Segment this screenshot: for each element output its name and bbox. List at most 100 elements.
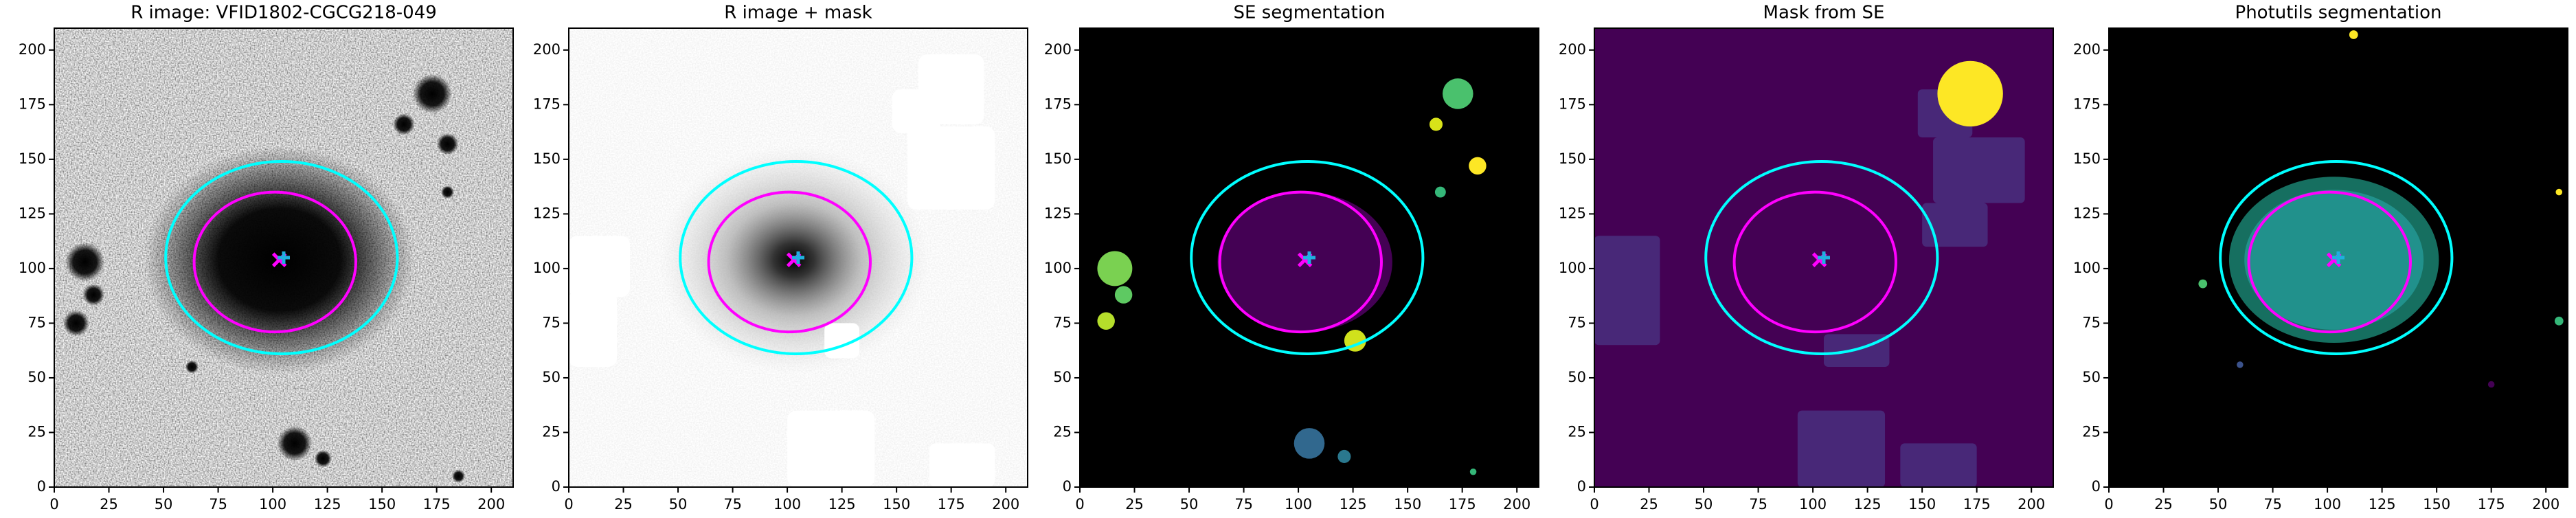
aperture-ellipse	[2247, 190, 2412, 334]
y-tick-label: 125	[1559, 205, 1586, 221]
x-tick-label: 25	[2154, 496, 2173, 513]
y-tick-label: 50	[27, 369, 46, 385]
y-tick-label: 50	[542, 369, 561, 385]
x-tick-label: 175	[938, 496, 965, 513]
x-tick-label: 100	[2314, 496, 2341, 513]
x-tick-label: 50	[2209, 496, 2228, 513]
x-tick-label: 25	[1640, 496, 1658, 513]
center-marker	[792, 251, 804, 264]
y-tick-label: 100	[19, 260, 46, 276]
y-tick-label: 100	[1559, 260, 1586, 276]
y-tick-label: 175	[1559, 95, 1586, 112]
aperture-ellipse	[192, 190, 357, 334]
y-tick-label: 200	[533, 41, 561, 58]
x-tick-label: 75	[1234, 496, 1253, 513]
x-tick-label: 150	[368, 496, 396, 513]
axes-frame	[568, 27, 1028, 488]
x-tick-label: 100	[259, 496, 286, 513]
center-marker	[2332, 251, 2345, 264]
x-tick-label: 175	[2478, 496, 2505, 513]
x-tick-label: 200	[992, 496, 1019, 513]
y-tick-label: 0	[1063, 478, 1072, 495]
x-tick-label: 100	[1799, 496, 1827, 513]
x-tick-label: 75	[209, 496, 227, 513]
x-tick-label: 175	[1963, 496, 1991, 513]
x-tick-label: 75	[1749, 496, 1767, 513]
x-tick-label: 25	[1125, 496, 1144, 513]
axes-frame	[1079, 27, 1539, 488]
x-tick-label: 175	[423, 496, 451, 513]
x-tick-label: 200	[477, 496, 505, 513]
x-tick-label: 0	[1075, 496, 1084, 513]
x-tick-label: 125	[314, 496, 341, 513]
panel-title: R image: VFID1802-CGCG218-049	[131, 3, 437, 23]
x-tick-label: 75	[723, 496, 742, 513]
y-tick-label: 25	[2082, 423, 2101, 440]
aperture-ellipse	[679, 160, 914, 355]
y-tick-label: 25	[1053, 423, 1072, 440]
x-tick-label: 150	[1394, 496, 1421, 513]
y-tick-label: 175	[533, 95, 561, 112]
y-tick-label: 75	[542, 314, 561, 330]
y-tick-label: 100	[533, 260, 561, 276]
y-tick-label: 125	[2073, 205, 2101, 221]
aperture-ellipse	[1218, 190, 1383, 334]
aperture-ellipse	[164, 160, 399, 355]
panel-title: Mask from SE	[1763, 3, 1885, 23]
x-tick-label: 200	[2532, 496, 2560, 513]
y-tick-label: 50	[1568, 369, 1586, 385]
aperture-ellipse	[1190, 160, 1425, 355]
y-tick-label: 0	[1577, 478, 1586, 495]
x-tick-label: 0	[1590, 496, 1598, 513]
y-tick-label: 50	[1053, 369, 1072, 385]
y-tick-label: 0	[552, 478, 561, 495]
x-tick-label: 75	[2263, 496, 2282, 513]
panel-title: R image + mask	[724, 3, 872, 23]
axes-frame	[2108, 27, 2568, 488]
x-tick-label: 200	[1503, 496, 1530, 513]
aperture-ellipse	[1732, 190, 1897, 334]
y-tick-label: 75	[1568, 314, 1586, 330]
y-tick-label: 125	[1044, 205, 1072, 221]
x-tick-label: 150	[883, 496, 910, 513]
image-se-segmentation	[1080, 28, 1539, 487]
y-tick-label: 50	[2082, 369, 2101, 385]
aperture-ellipse	[707, 190, 872, 334]
y-tick-label: 100	[1044, 260, 1072, 276]
y-tick-label: 150	[1044, 150, 1072, 167]
y-tick-label: 150	[533, 150, 561, 167]
x-tick-label: 0	[564, 496, 573, 513]
x-tick-label: 100	[1285, 496, 1312, 513]
y-tick-label: 175	[2073, 95, 2101, 112]
x-tick-label: 0	[2104, 496, 2113, 513]
x-tick-label: 125	[1854, 496, 1882, 513]
x-tick-label: 25	[100, 496, 118, 513]
aperture-ellipse	[2219, 160, 2454, 355]
y-tick-label: 175	[1044, 95, 1072, 112]
y-tick-label: 75	[27, 314, 46, 330]
x-tick-label: 150	[2423, 496, 2450, 513]
y-tick-label: 200	[1559, 41, 1586, 58]
y-tick-label: 200	[19, 41, 46, 58]
x-tick-label: 125	[2369, 496, 2396, 513]
y-tick-label: 75	[1053, 314, 1072, 330]
x-tick-label: 150	[1908, 496, 1936, 513]
panel-title: SE segmentation	[1234, 3, 1386, 23]
y-tick-label: 100	[2073, 260, 2101, 276]
x-tick-label: 50	[155, 496, 173, 513]
x-tick-label: 50	[669, 496, 688, 513]
x-tick-label: 50	[1180, 496, 1199, 513]
y-tick-label: 0	[37, 478, 46, 495]
y-tick-label: 25	[27, 423, 46, 440]
x-tick-label: 25	[614, 496, 633, 513]
y-tick-label: 150	[19, 150, 46, 167]
y-tick-label: 150	[2073, 150, 2101, 167]
x-tick-label: 200	[2018, 496, 2045, 513]
center-marker	[1303, 251, 1315, 264]
y-tick-label: 200	[1044, 41, 1072, 58]
aperture-ellipse	[1704, 160, 1939, 355]
y-tick-label: 25	[542, 423, 561, 440]
panel-title: Photutils segmentation	[2235, 3, 2442, 23]
x-tick-label: 125	[1340, 496, 1367, 513]
